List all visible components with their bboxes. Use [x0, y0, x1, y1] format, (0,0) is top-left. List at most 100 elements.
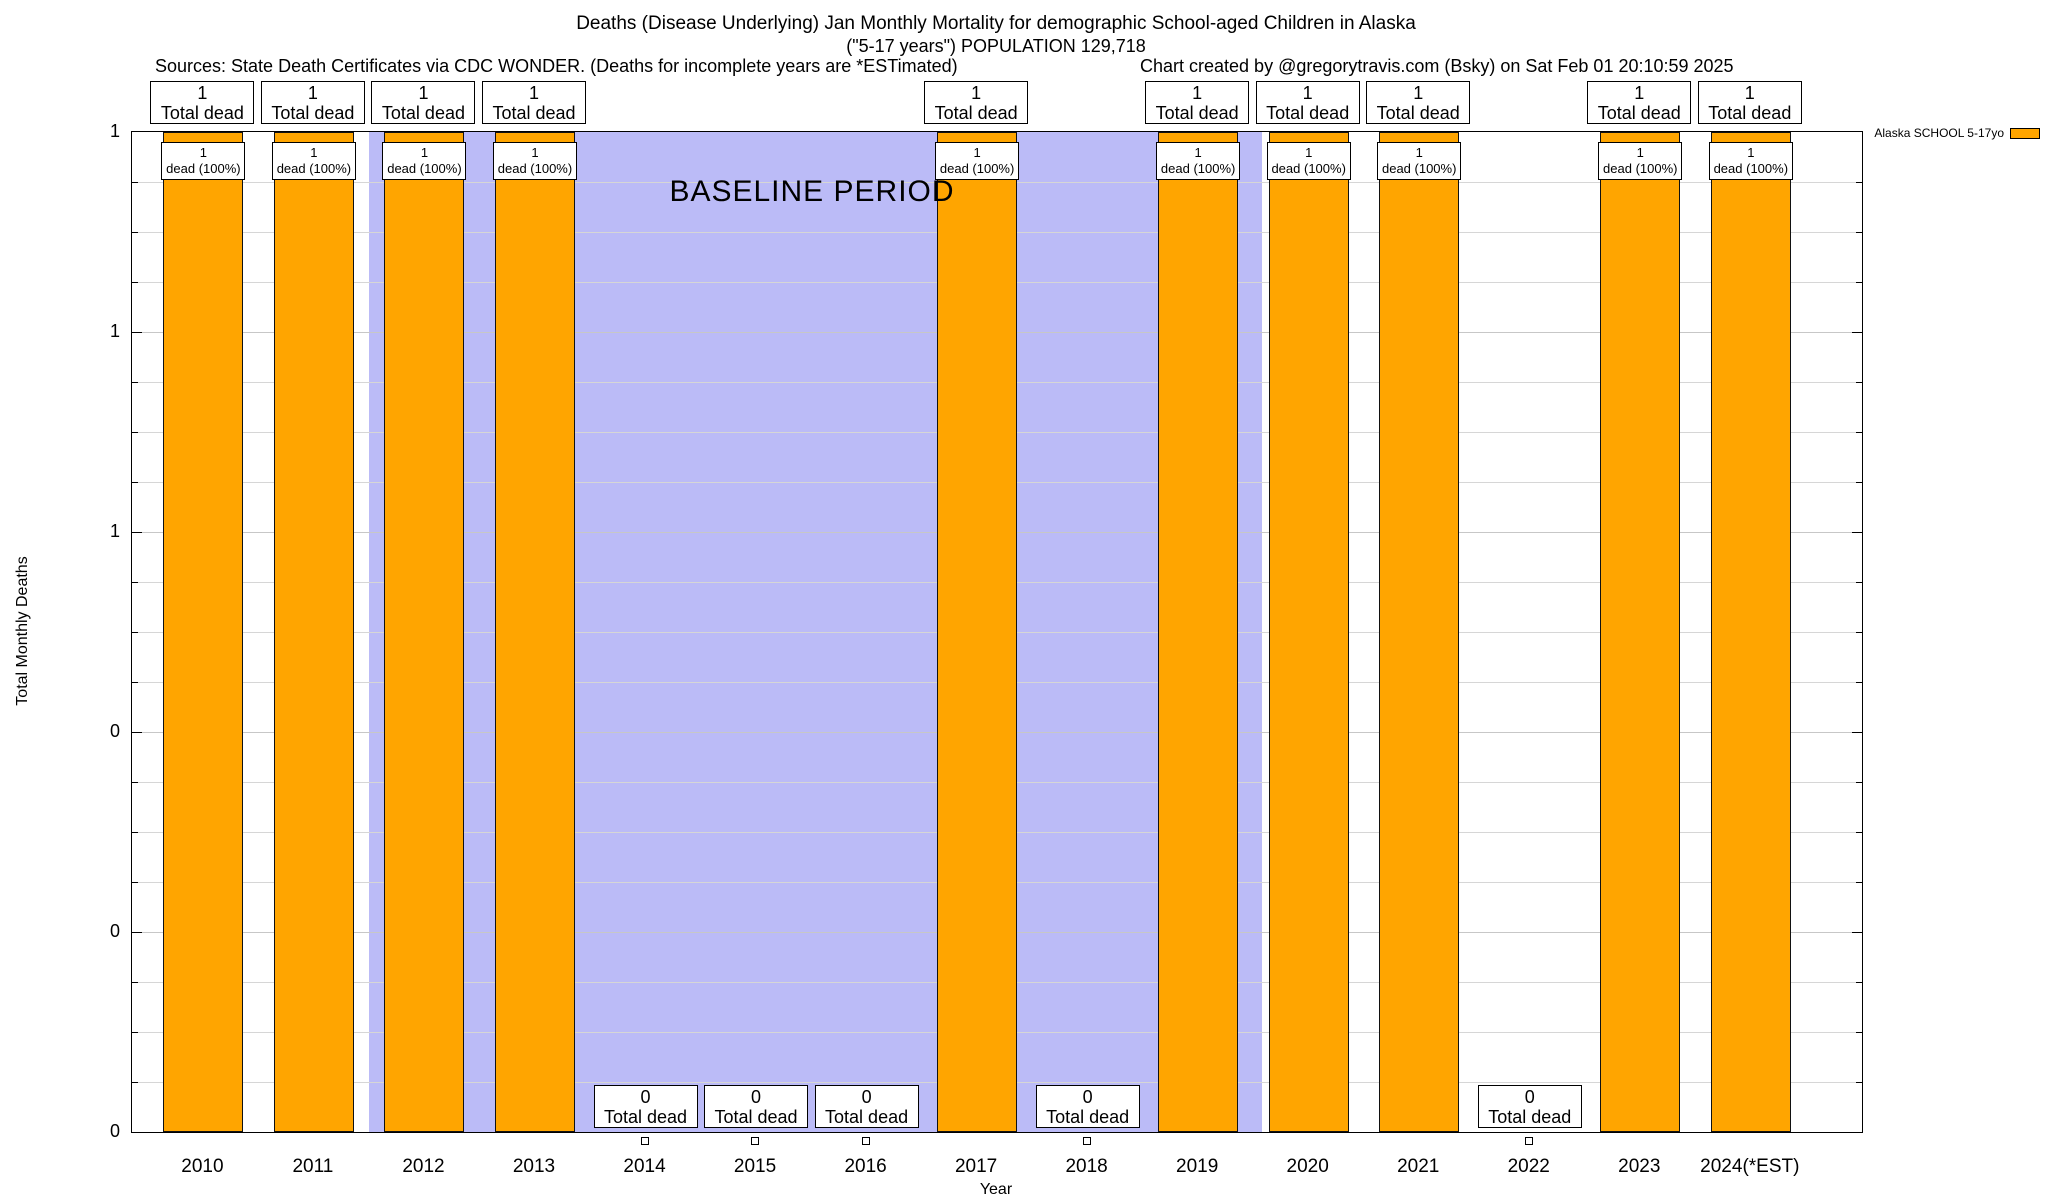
year-label-2022: 2022 [1507, 1156, 1550, 1177]
total-dead-box-2023: 1 Total dead [1587, 81, 1692, 124]
y-tick-minor [1856, 782, 1862, 783]
year-label-2018: 2018 [1065, 1156, 1108, 1177]
y-tick-minor [132, 282, 138, 283]
bar-count-box-2013: 1 dead (100%) [492, 142, 577, 180]
y-tick-minor [132, 1032, 138, 1033]
total-count: 1 [1634, 83, 1645, 103]
total-count: 1 [197, 83, 208, 103]
total-dead-box-2024est: 1 Total dead [1697, 81, 1802, 124]
y-tick-minor [1856, 832, 1862, 833]
bar-count-box-2021: 1 dead (100%) [1377, 142, 1462, 180]
y-tick-label: 0 [109, 721, 120, 741]
sources-note: Sources: State Death Certificates via CD… [155, 56, 958, 76]
bar-count-box-2024est: 1 dead (100%) [1708, 142, 1793, 180]
bar-count: 1 [531, 145, 539, 160]
total-dead-box-2015: 0 Total dead [704, 1085, 809, 1128]
y-tick-label: 1 [109, 321, 120, 341]
total-dead-box-2013: 1 Total dead [481, 81, 586, 124]
total-dead-box-2019: 1 Total dead [1145, 81, 1250, 124]
bar-count: 1 [1305, 145, 1313, 160]
year-label-2013: 2013 [512, 1156, 556, 1177]
total-count: 1 [971, 83, 982, 103]
y-tick-label: 0 [109, 921, 120, 941]
year-label-2010: 2010 [181, 1156, 224, 1177]
y-tick-minor [1856, 632, 1862, 633]
y-tick-minor [132, 432, 138, 433]
total-count: 0 [751, 1087, 762, 1107]
y-tick-minor [1856, 1082, 1862, 1083]
y-tick-minor [1856, 182, 1862, 183]
bar-count-caption: dead (100%) [166, 161, 241, 176]
bar-count: 1 [1747, 145, 1755, 160]
y-tick-minor [1856, 482, 1862, 483]
credit-note: Chart created by @gregorytravis.com (Bsk… [1140, 56, 1734, 76]
mortality-bar-2021 [1379, 132, 1460, 1132]
year-label-2019: 2019 [1176, 1156, 1219, 1177]
bar-count: 1 [310, 145, 318, 160]
total-dead-box-2022: 0 Total dead [1477, 1085, 1582, 1128]
bar-count-box-2019: 1 dead (100%) [1156, 142, 1241, 180]
y-tick-minor [132, 632, 138, 633]
y-tick-minor [1856, 232, 1862, 233]
bar-count-caption: dead (100%) [1603, 161, 1678, 176]
y-tick-minor [1856, 432, 1862, 433]
y-tick-minor [132, 832, 138, 833]
y-tick-major [1852, 532, 1862, 533]
bar-count-caption: dead (100%) [1160, 161, 1236, 176]
total-caption: Total dead [934, 103, 1018, 123]
bar-count-caption: dead (100%) [1271, 161, 1346, 176]
bar-count: 1 [1636, 145, 1644, 160]
total-count: 1 [1413, 83, 1424, 103]
legend-series-label: Alaska SCHOOL 5-17yo [1874, 126, 2004, 140]
total-dead-box-2020: 1 Total dead [1255, 81, 1360, 124]
bar-count-caption: dead (100%) [497, 161, 573, 176]
year-label-2021: 2021 [1397, 1156, 1440, 1177]
plot-area: BASELINE PERIOD 1 dead (100%) 1 dead (100%)… [131, 131, 1863, 1133]
y-axis-title: Total Monthly Deaths [14, 556, 31, 706]
year-label-2016: 2016 [844, 1156, 887, 1177]
y-tick-major [132, 932, 142, 933]
total-caption: Total dead [1376, 103, 1460, 123]
total-caption: Total dead [1708, 103, 1792, 123]
year-label-2023: 2023 [1618, 1156, 1661, 1177]
total-caption: Total dead [381, 103, 465, 123]
total-count: 1 [418, 83, 429, 103]
y-tick-minor [132, 682, 138, 683]
mortality-bar-2023 [1600, 132, 1681, 1132]
y-tick-minor [132, 782, 138, 783]
y-tick-major [1852, 732, 1862, 733]
mortality-bar-2011 [273, 132, 354, 1132]
y-tick-minor [132, 482, 138, 483]
y-tick-minor [1856, 682, 1862, 683]
year-label-2017: 2017 [954, 1156, 998, 1177]
total-count: 1 [528, 83, 539, 103]
bar-count-box-2017: 1 dead (100%) [935, 142, 1020, 180]
y-tick-minor [132, 882, 138, 883]
bar-count: 1 [199, 145, 207, 160]
total-caption: Total dead [714, 1107, 798, 1127]
y-tick-major [1852, 332, 1862, 333]
bar-count-box-2010: 1 dead (100%) [161, 142, 246, 180]
zero-marker-2016 [861, 1137, 870, 1145]
bar-count-caption: dead (100%) [939, 161, 1015, 176]
bar-count-caption: dead (100%) [387, 161, 462, 176]
year-label-2012: 2012 [402, 1156, 445, 1177]
y-tick-minor [1856, 882, 1862, 883]
y-tick-minor [1856, 1032, 1862, 1033]
y-tick-major [132, 532, 142, 533]
total-dead-box-2014: 0 Total dead [593, 1085, 698, 1128]
y-tick-minor [132, 582, 138, 583]
baseline-period-label: BASELINE PERIOD [669, 175, 955, 208]
legend-color-swatch-icon [2010, 127, 2040, 139]
mortality-bar-2024est [1710, 132, 1791, 1132]
total-count: 0 [1524, 1087, 1535, 1107]
total-caption: Total dead [603, 1107, 688, 1127]
total-dead-box-2011: 1 Total dead [260, 81, 365, 124]
chart-subtitle: ("5-17 years") POPULATION 129,718 [846, 36, 1146, 56]
total-count: 1 [307, 83, 318, 103]
mortality-bar-2017 [937, 132, 1018, 1132]
zero-marker-2022 [1524, 1137, 1533, 1145]
total-caption: Total dead [825, 1107, 909, 1127]
year-label-2011: 2011 [292, 1156, 334, 1177]
y-tick-major [1852, 932, 1862, 933]
